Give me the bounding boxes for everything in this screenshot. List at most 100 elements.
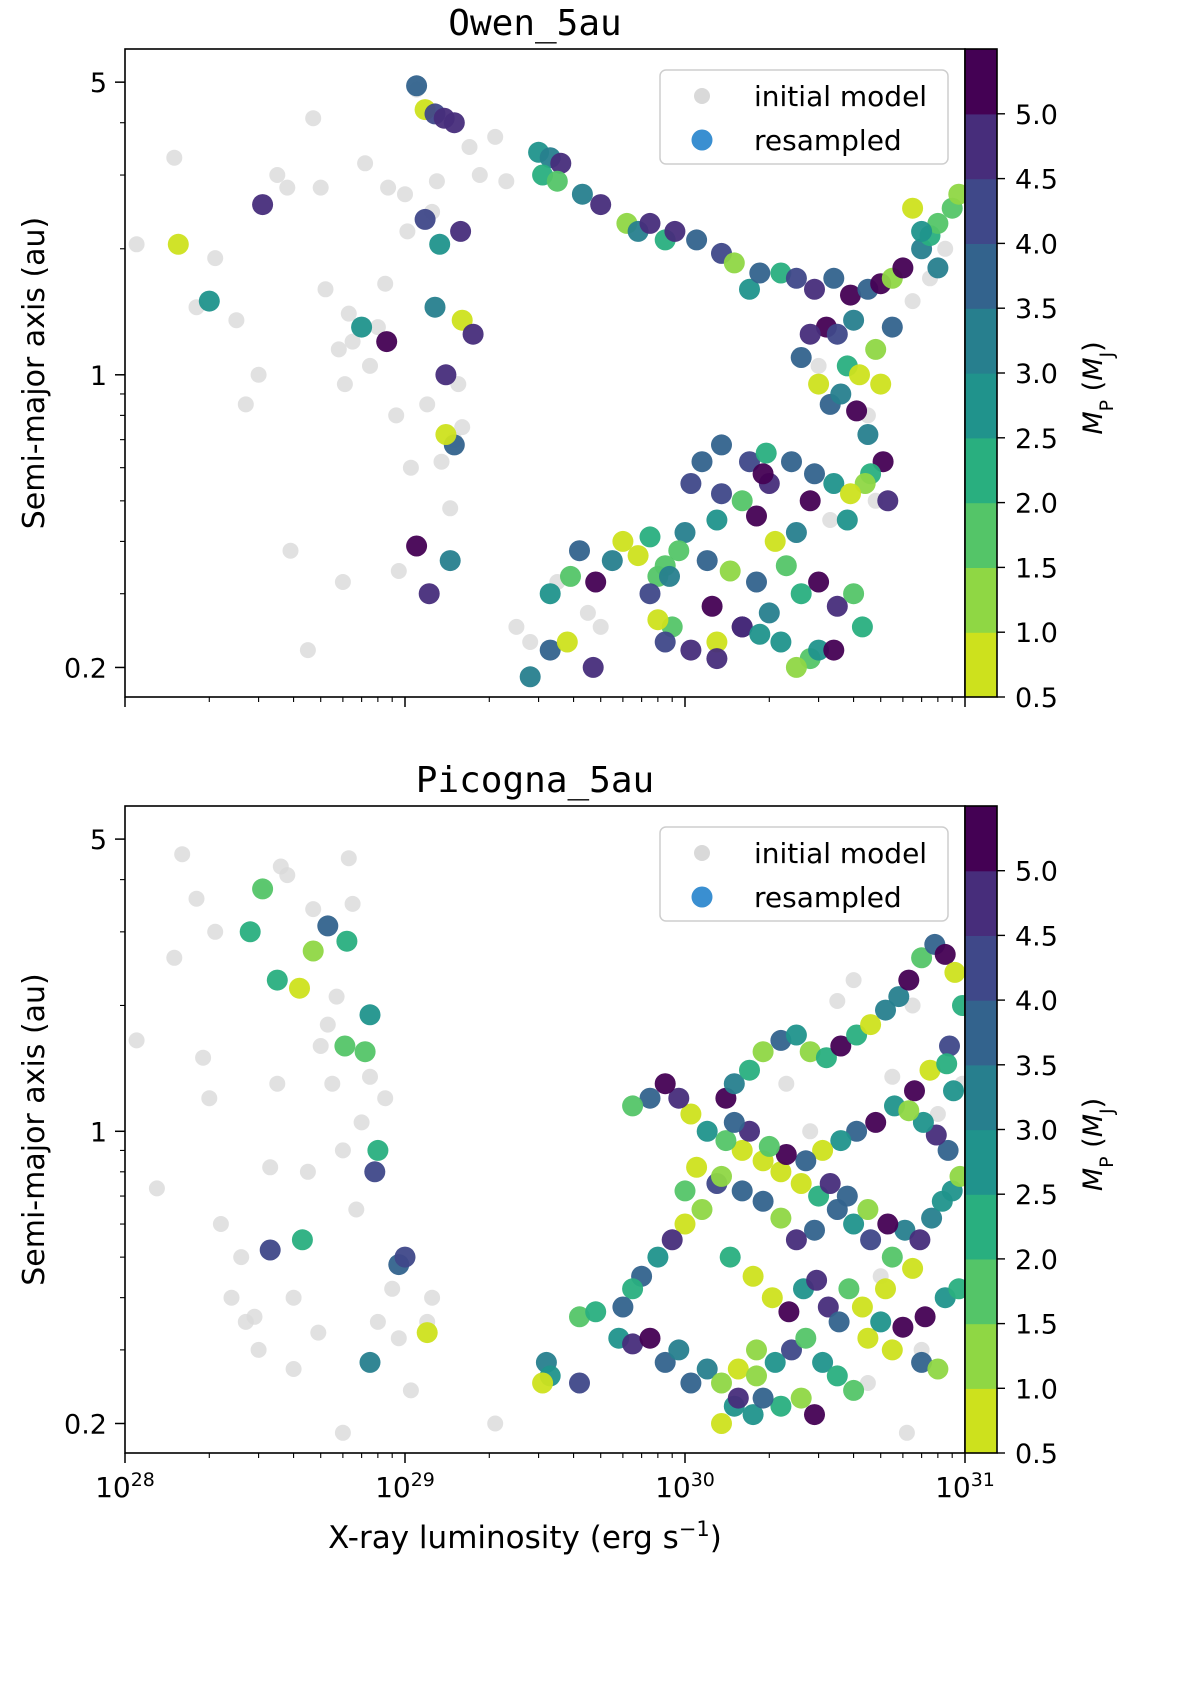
resampled-point — [881, 316, 903, 338]
resampled-point — [739, 1059, 760, 1081]
plot-area — [128, 846, 965, 1441]
initial-model-point — [223, 1289, 240, 1306]
resampled-point — [680, 1103, 702, 1125]
resampled-point — [911, 947, 933, 969]
resampled-point — [785, 522, 807, 543]
initial-model-point — [369, 1313, 386, 1330]
initial-model-point — [246, 1308, 263, 1325]
resampled-point — [943, 1080, 964, 1102]
resampled-point — [812, 1139, 834, 1161]
resampled-point — [830, 1035, 852, 1057]
resampled-point — [830, 383, 852, 405]
initial-model-point — [174, 846, 191, 863]
x-tick-label: 1030 — [655, 1469, 715, 1504]
initial-model-point — [319, 1016, 336, 1033]
resampled-point — [585, 571, 607, 593]
initial-model-point — [207, 250, 224, 267]
resampled-point — [239, 921, 261, 943]
resampled-point — [680, 639, 702, 661]
initial-model-point — [334, 1142, 351, 1159]
resampled-point — [639, 583, 661, 605]
resampled-point — [668, 1087, 690, 1109]
initial-model-point — [904, 293, 921, 310]
resampled-point — [424, 296, 446, 318]
colorbar-segment — [965, 567, 997, 633]
legend-resampled-marker — [691, 129, 713, 151]
resampled-point — [719, 1246, 741, 1268]
initial-model-point — [353, 1114, 370, 1131]
resampled-point — [394, 1246, 416, 1268]
colorbar-tick-label: 2.0 — [1015, 1245, 1058, 1276]
y-tick-label: 5 — [90, 825, 107, 856]
initial-model-point — [269, 1075, 286, 1092]
resampled-point — [334, 1035, 356, 1057]
colorbar-label: MP (MJ) — [1078, 341, 1118, 434]
resampled-point — [826, 1365, 848, 1387]
resampled-point — [647, 609, 669, 631]
resampled-point — [846, 1120, 868, 1142]
y-axis-label: Semi-major axis (au) — [17, 973, 52, 1286]
panel-picogna: Picogna_5au 5 1 0.2 Semi-major axis (au) init… — [17, 760, 1118, 1556]
resampled-point — [364, 1161, 386, 1183]
initial-model-point — [299, 1163, 316, 1180]
resampled-point — [921, 1207, 943, 1229]
colorbar-segment — [965, 437, 997, 504]
initial-model-point — [279, 179, 296, 196]
resampled-point — [770, 1207, 792, 1229]
colorbar-tick-label: 4.0 — [1015, 986, 1058, 1017]
resampled-point — [706, 631, 728, 653]
resampled-point — [742, 1404, 764, 1426]
legend-resampled-marker — [691, 886, 713, 908]
y-tick-label: 1 — [90, 1117, 107, 1148]
initial-model-point — [471, 167, 488, 183]
resampled-point — [569, 1372, 590, 1394]
colorbar-tick-label: 5.0 — [1015, 857, 1058, 888]
resampled-point — [167, 233, 189, 255]
resampled-point — [808, 639, 830, 661]
resampled-point — [661, 1229, 683, 1251]
resampled-point — [914, 1306, 936, 1328]
resampled-point — [785, 1229, 807, 1251]
resampled-point — [948, 183, 965, 205]
colorbar-segment — [965, 1129, 997, 1195]
colorbar-tick-label: 0.5 — [1015, 683, 1058, 714]
resampled-point — [715, 1130, 737, 1152]
resampled-point — [556, 631, 578, 653]
resampled-point — [927, 257, 949, 279]
resampled-point — [823, 639, 845, 661]
initial-model-point — [166, 149, 183, 166]
resampled-point — [443, 112, 465, 134]
resampled-point — [351, 316, 373, 338]
resampled-point — [934, 943, 956, 965]
resampled-point — [746, 505, 767, 527]
resampled-point — [612, 1296, 634, 1318]
resampled-point — [354, 1041, 376, 1063]
resampled-point — [639, 1327, 661, 1349]
x-tick-label: 1031 — [935, 1469, 995, 1504]
resampled-point — [686, 229, 708, 251]
resampled-point — [790, 347, 812, 368]
resampled-point — [659, 565, 680, 587]
resampled-point — [674, 522, 696, 543]
resampled-point — [888, 986, 910, 1008]
resampled-point — [911, 220, 933, 242]
initial-model-point — [388, 407, 405, 424]
resampled-point — [775, 555, 797, 577]
initial-model-point — [128, 1032, 145, 1049]
resampled-point — [376, 331, 398, 353]
initial-model-point — [402, 459, 419, 476]
resampled-point — [723, 1073, 745, 1095]
initial-model-point — [334, 574, 351, 590]
resampled-point — [706, 648, 728, 670]
colorbar-segment — [965, 935, 997, 1001]
resampled-point — [668, 1339, 690, 1361]
resampled-point — [808, 373, 830, 395]
resampled-point — [639, 1087, 661, 1109]
initial-model-point — [299, 642, 316, 659]
resampled-point — [435, 364, 457, 386]
initial-model-point — [810, 357, 827, 374]
resampled-point — [739, 451, 760, 473]
resampled-point — [927, 212, 949, 234]
resampled-point — [532, 1372, 554, 1394]
resampled-point — [639, 212, 661, 234]
